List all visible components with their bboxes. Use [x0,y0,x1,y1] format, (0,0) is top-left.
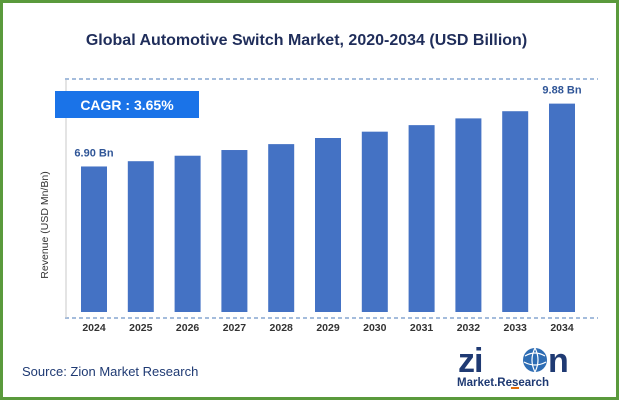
logo-globe-icon [523,348,547,372]
x-tick-label: 2031 [410,322,434,334]
zion-logo: zi n Market.Research [457,342,569,389]
y-axis-label: Revenue (USD Mn/Bn) [39,171,51,278]
bar-2026 [174,155,201,312]
bar-2025 [127,161,154,312]
chart-title: Global Automotive Switch Market, 2020-20… [85,32,528,49]
x-tick-label: 2024 [82,322,106,334]
x-tick-label: 2026 [176,322,200,334]
bar-2028 [268,144,295,312]
bar-2027 [221,150,248,312]
bar-2032 [455,118,482,312]
logo-word: zi [458,342,482,380]
bar-2034 [549,103,575,312]
cagr-badge: CAGR : 3.65% [55,91,199,118]
bar-2024 [81,166,107,312]
x-tick-label: 2027 [223,322,247,334]
x-tick-label: 2028 [270,322,294,334]
x-tick-label: 2029 [316,322,340,334]
source-note: Source: Zion Market Research [22,364,199,379]
logo-subtext: Market.Research [457,377,549,389]
data-label: 9.88 Bn [542,85,581,97]
x-tick-label: 2034 [550,322,574,334]
x-tick-label: 2025 [129,322,153,334]
x-tick-label: 2033 [504,322,528,334]
x-tick-label: 2030 [363,322,387,334]
svg-text:n: n [548,342,569,380]
data-label: 6.90 Bn [74,147,113,159]
bar-2029 [315,138,341,312]
bar-2033 [502,111,529,313]
bar-2031 [408,125,435,312]
bar-2030 [361,131,388,312]
x-tick-label: 2032 [457,322,481,334]
